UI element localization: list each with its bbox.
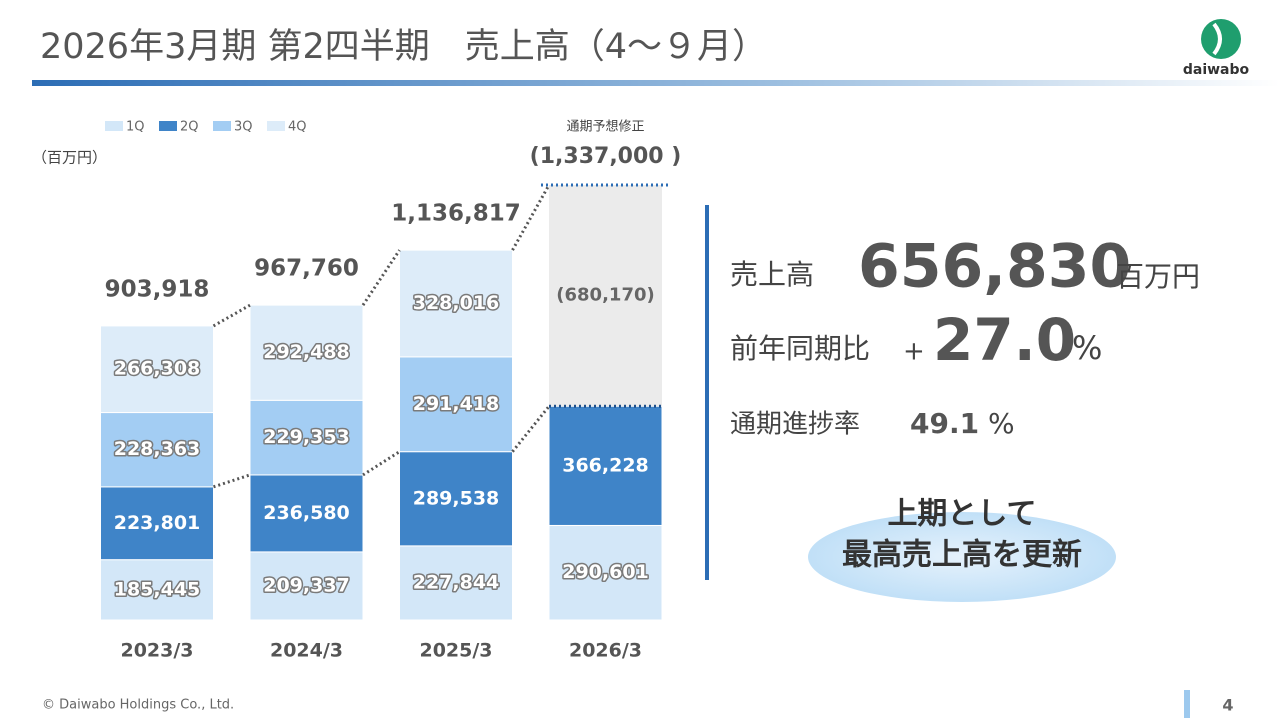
sales-value: 656,830	[858, 232, 1131, 302]
logo-stroke	[1212, 22, 1222, 56]
bar-segment	[399, 356, 513, 453]
x-tick-label: 2023/3	[120, 640, 193, 662]
bar-segment	[249, 399, 364, 476]
value-label: 185,445	[114, 578, 201, 600]
total-label: 903,918	[105, 276, 210, 302]
connector	[361, 249, 401, 306]
value-label: 291,418	[413, 393, 500, 415]
bar-segment	[100, 412, 214, 488]
bar-segment	[249, 474, 364, 553]
value-label: 227,844	[413, 571, 500, 593]
bar-segment	[100, 559, 214, 621]
unit-label: （百万円）	[32, 149, 107, 167]
progress-unit: %	[988, 407, 1015, 440]
yoy-unit: %	[1072, 329, 1102, 367]
logo-text: daiwabo	[1183, 62, 1250, 78]
legend-swatch	[159, 121, 177, 131]
connector	[362, 450, 401, 477]
bar-segment	[399, 545, 513, 621]
callout-bg	[808, 512, 1116, 602]
page-number: 4	[1222, 696, 1233, 715]
x-tick-label: 2024/3	[270, 640, 343, 662]
legend-label: 2Q	[180, 120, 199, 135]
value-label: 223,801	[114, 512, 201, 534]
x-tick-label: 2026/3	[569, 640, 642, 662]
bar-segment	[100, 486, 214, 561]
progress-value: 49.1	[910, 407, 979, 440]
value-label: 209,337	[263, 574, 350, 596]
legend-swatch	[267, 121, 285, 131]
slide-title: 2026年3月期 第2四半期 売上高（4～９月）	[40, 27, 767, 67]
connector	[212, 303, 251, 328]
value-label: 236,580	[263, 502, 350, 524]
bar-segment	[548, 405, 663, 526]
copyright: © Daiwabo Holdings Co., Ltd.	[42, 698, 234, 713]
page-marker	[1184, 690, 1190, 718]
yoy-sign: +	[903, 337, 925, 367]
legend-swatch	[105, 121, 123, 131]
progress-label: 通期進捗率	[730, 410, 860, 440]
value-label: 266,308	[114, 358, 201, 380]
value-label: 366,228	[562, 454, 649, 476]
value-label: 290,601	[562, 561, 649, 583]
value-label: 229,353	[263, 426, 350, 448]
forecast-segment	[549, 185, 662, 407]
sales-unit: 百万円	[1116, 260, 1200, 293]
legend-label: 4Q	[288, 120, 307, 135]
connector	[213, 473, 251, 489]
sales-label: 売上高	[730, 258, 814, 291]
forecast-title: 通期予想修正	[566, 119, 644, 135]
bar-segment	[548, 524, 663, 621]
legend-label: 1Q	[126, 120, 145, 135]
bar-segment	[399, 249, 513, 358]
total-label: 967,760	[254, 256, 359, 282]
legend-swatch	[213, 121, 231, 131]
chart: 1Q 2Q 3Q 4Q 185,445 223,801 228,363 266,308 903,…	[100, 119, 682, 662]
value-label: 328,016	[413, 292, 500, 314]
yoy-label: 前年同期比	[730, 332, 870, 365]
yoy-value: 27.0	[933, 306, 1076, 374]
bar-segment	[100, 325, 214, 414]
legend-label: 3Q	[234, 120, 253, 135]
forecast-total-label: (1,337,000 )	[530, 144, 682, 169]
bar-segment	[249, 304, 364, 401]
value-label: 228,363	[114, 438, 201, 460]
callout-line: 上期として	[887, 497, 1036, 532]
value-label: 289,538	[413, 487, 500, 509]
total-label: 1,136,817	[391, 201, 521, 227]
x-tick-label: 2025/3	[419, 640, 492, 662]
bar-segment	[399, 451, 513, 547]
connector	[511, 405, 551, 453]
callout-line: 最高売上高を更新	[842, 538, 1082, 573]
bar-segment	[249, 551, 364, 621]
forecast-remainder-label: (680,170)	[556, 285, 654, 306]
title-rule	[32, 80, 1280, 86]
value-label: 292,488	[263, 341, 350, 363]
